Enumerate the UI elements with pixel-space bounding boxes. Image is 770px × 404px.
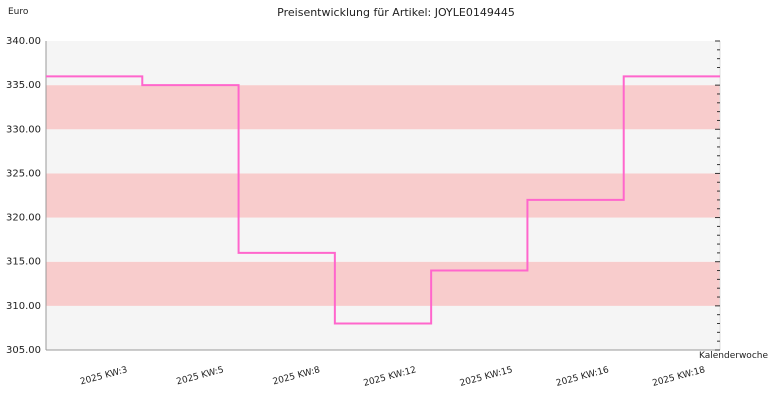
y-tick-label: 305.00 [6,345,41,356]
band-4 [46,129,720,174]
x-tick-label: 2025 KW:3 [79,365,128,387]
y-axis-label: Euro [8,7,29,17]
y-tick-label: 325.00 [6,168,41,179]
x-tick-label: 2025 KW:16 [555,365,610,389]
price-series [46,75,720,325]
x-tick-labels: 2025 KW:3 2025 KW:5 2025 KW:8 2025 KW:12 202… [79,365,706,389]
band-2 [46,217,720,262]
y-tick-labels: 305.00 310.00 315.00 320.00 325.00 330.00 335.… [6,36,41,356]
y-tick-label: 320.00 [6,213,41,224]
band-3 [46,173,720,218]
y-tick-label: 310.00 [6,301,41,312]
y-tick-label: 335.00 [6,80,41,91]
y-tick-label: 330.00 [6,124,41,135]
background-bands [46,41,720,350]
x-tick-label: 2025 KW:12 [363,365,418,389]
y-tick-label: 315.00 [6,257,41,268]
x-tick-label: 2025 KW:18 [651,365,706,389]
band-6 [46,41,720,86]
band-0 [46,305,720,350]
x-tick-label: 2025 KW:15 [459,365,514,389]
chart-title: Preisentwicklung für Artikel: JOYLE01494… [277,6,515,19]
band-5 [46,85,720,130]
price-step-line [46,75,720,325]
axes [45,40,721,351]
x-tick-label: 2025 KW:5 [175,365,224,387]
band-1 [46,261,720,306]
x-axis-label: Kalenderwoche [699,351,768,361]
y-tick-label: 340.00 [6,36,41,47]
x-tick-label: 2025 KW:8 [272,365,322,387]
